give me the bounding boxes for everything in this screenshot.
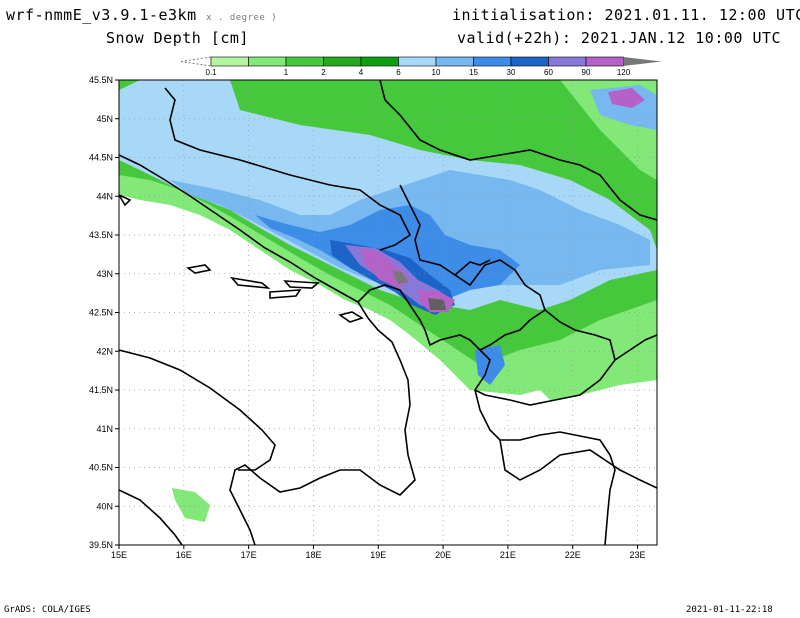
bulgaria-border (614, 334, 657, 361)
longitude-label: 21E (500, 550, 516, 560)
color-legend: 0.1 1 2 4 6 10 15 30 60 90 120 (180, 56, 662, 77)
model-name: wrf-nmmE_v3.9.1-e3km (6, 6, 197, 24)
longitude-label: 18E (305, 550, 321, 560)
legend-level-label: 10 (432, 68, 441, 77)
italy-south-coastline (119, 489, 183, 545)
island-6 (119, 194, 132, 207)
model-units: x . degree ) (206, 13, 278, 23)
valid-time: valid(+22h): 2021.JAN.12 10:00 UTC (457, 29, 782, 47)
snow-area-macedonia (475, 345, 505, 385)
legend-level-label: 90 (582, 68, 591, 77)
latitude-label: 42.5N (89, 308, 113, 318)
snow-area-east-patch (535, 330, 657, 400)
model-title: wrf-nmmE_v3.9.1-e3km x . degree ) (6, 6, 277, 24)
longitude-label: 23E (630, 550, 646, 560)
snow-area-south-patch (172, 488, 210, 522)
latitude-label: 45.5N (89, 75, 113, 85)
latitude-label: 41N (96, 424, 113, 434)
latitude-label: 42N (96, 346, 113, 356)
longitude-labels: 15E 16E 17E 18E 19E 20E 21E 22E 23E (111, 545, 646, 560)
legend-level-label: 4 (359, 68, 364, 77)
latitude-labels: 45.5N 45N 44.5N 44N 43.5N 43N 42.5N 42N 41.5N 41N… (89, 75, 119, 550)
latitude-label: 39.5N (89, 540, 113, 550)
legend-level-label: 15 (469, 68, 478, 77)
software-credit: GrADS: COLA/IGES (4, 605, 91, 615)
adriatic-coastline (119, 154, 416, 545)
snow-area-ne-purple (608, 88, 645, 108)
legend-level-label: 6 (396, 68, 401, 77)
legend-over-arrow (623, 57, 662, 66)
island-5 (338, 311, 364, 323)
longitude-label: 20E (435, 550, 451, 560)
field-title: Snow Depth [cm] (106, 29, 249, 47)
serbia-border-north (379, 80, 657, 221)
montenegro-border (357, 284, 471, 347)
coastline-and-borders (119, 80, 657, 545)
snow-area-max-b (428, 298, 446, 310)
longitude-label: 17E (241, 550, 257, 560)
longitude-label: 16E (176, 550, 192, 560)
island-3 (269, 289, 302, 299)
legend-level-label: 60 (544, 68, 553, 77)
kosovo-border (454, 259, 546, 351)
latitude-label: 43.5N (89, 230, 113, 240)
macedonia-border (473, 309, 616, 406)
snow-depth-field (119, 80, 657, 522)
latitude-label: 40N (96, 501, 113, 511)
legend-level-label: 1 (284, 68, 289, 77)
render-timestamp: 2021-01-11-22:18 (686, 605, 773, 615)
snow-depth-map: 45.5N 45N 44.5N 44N 43.5N 43N 42.5N 42N 41.5N 41N… (89, 75, 658, 560)
legend-level-label: 30 (507, 68, 516, 77)
longitude-label: 19E (370, 550, 386, 560)
island-1 (185, 264, 212, 274)
initialisation-time: initialisation: 2021.01.11. 12:00 UTC (452, 6, 800, 24)
latitude-label: 44N (96, 191, 113, 201)
longitude-label: 22E (565, 550, 581, 560)
albania-greece-border (474, 389, 616, 545)
greece-south-coast (499, 439, 657, 489)
legend-level-label: 0.1 (205, 68, 217, 77)
croatia-border (164, 87, 412, 251)
italy-heel-coastline (119, 349, 276, 471)
legend-level-label: 120 (617, 68, 631, 77)
legend-level-label: 2 (321, 68, 326, 77)
longitude-label: 15E (111, 550, 127, 560)
latitude-label: 41.5N (89, 385, 113, 395)
latitude-label: 40.5N (89, 463, 113, 473)
latitude-label: 43N (96, 269, 113, 279)
latitude-label: 45N (96, 114, 113, 124)
island-2 (229, 276, 271, 290)
island-4 (283, 280, 321, 289)
latitude-label: 44.5N (89, 153, 113, 163)
snow-area-max-a (392, 270, 408, 284)
bosnia-serbia-border (399, 184, 491, 277)
